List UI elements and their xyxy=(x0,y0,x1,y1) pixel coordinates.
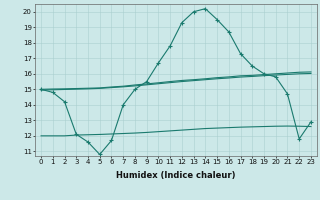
X-axis label: Humidex (Indice chaleur): Humidex (Indice chaleur) xyxy=(116,171,236,180)
